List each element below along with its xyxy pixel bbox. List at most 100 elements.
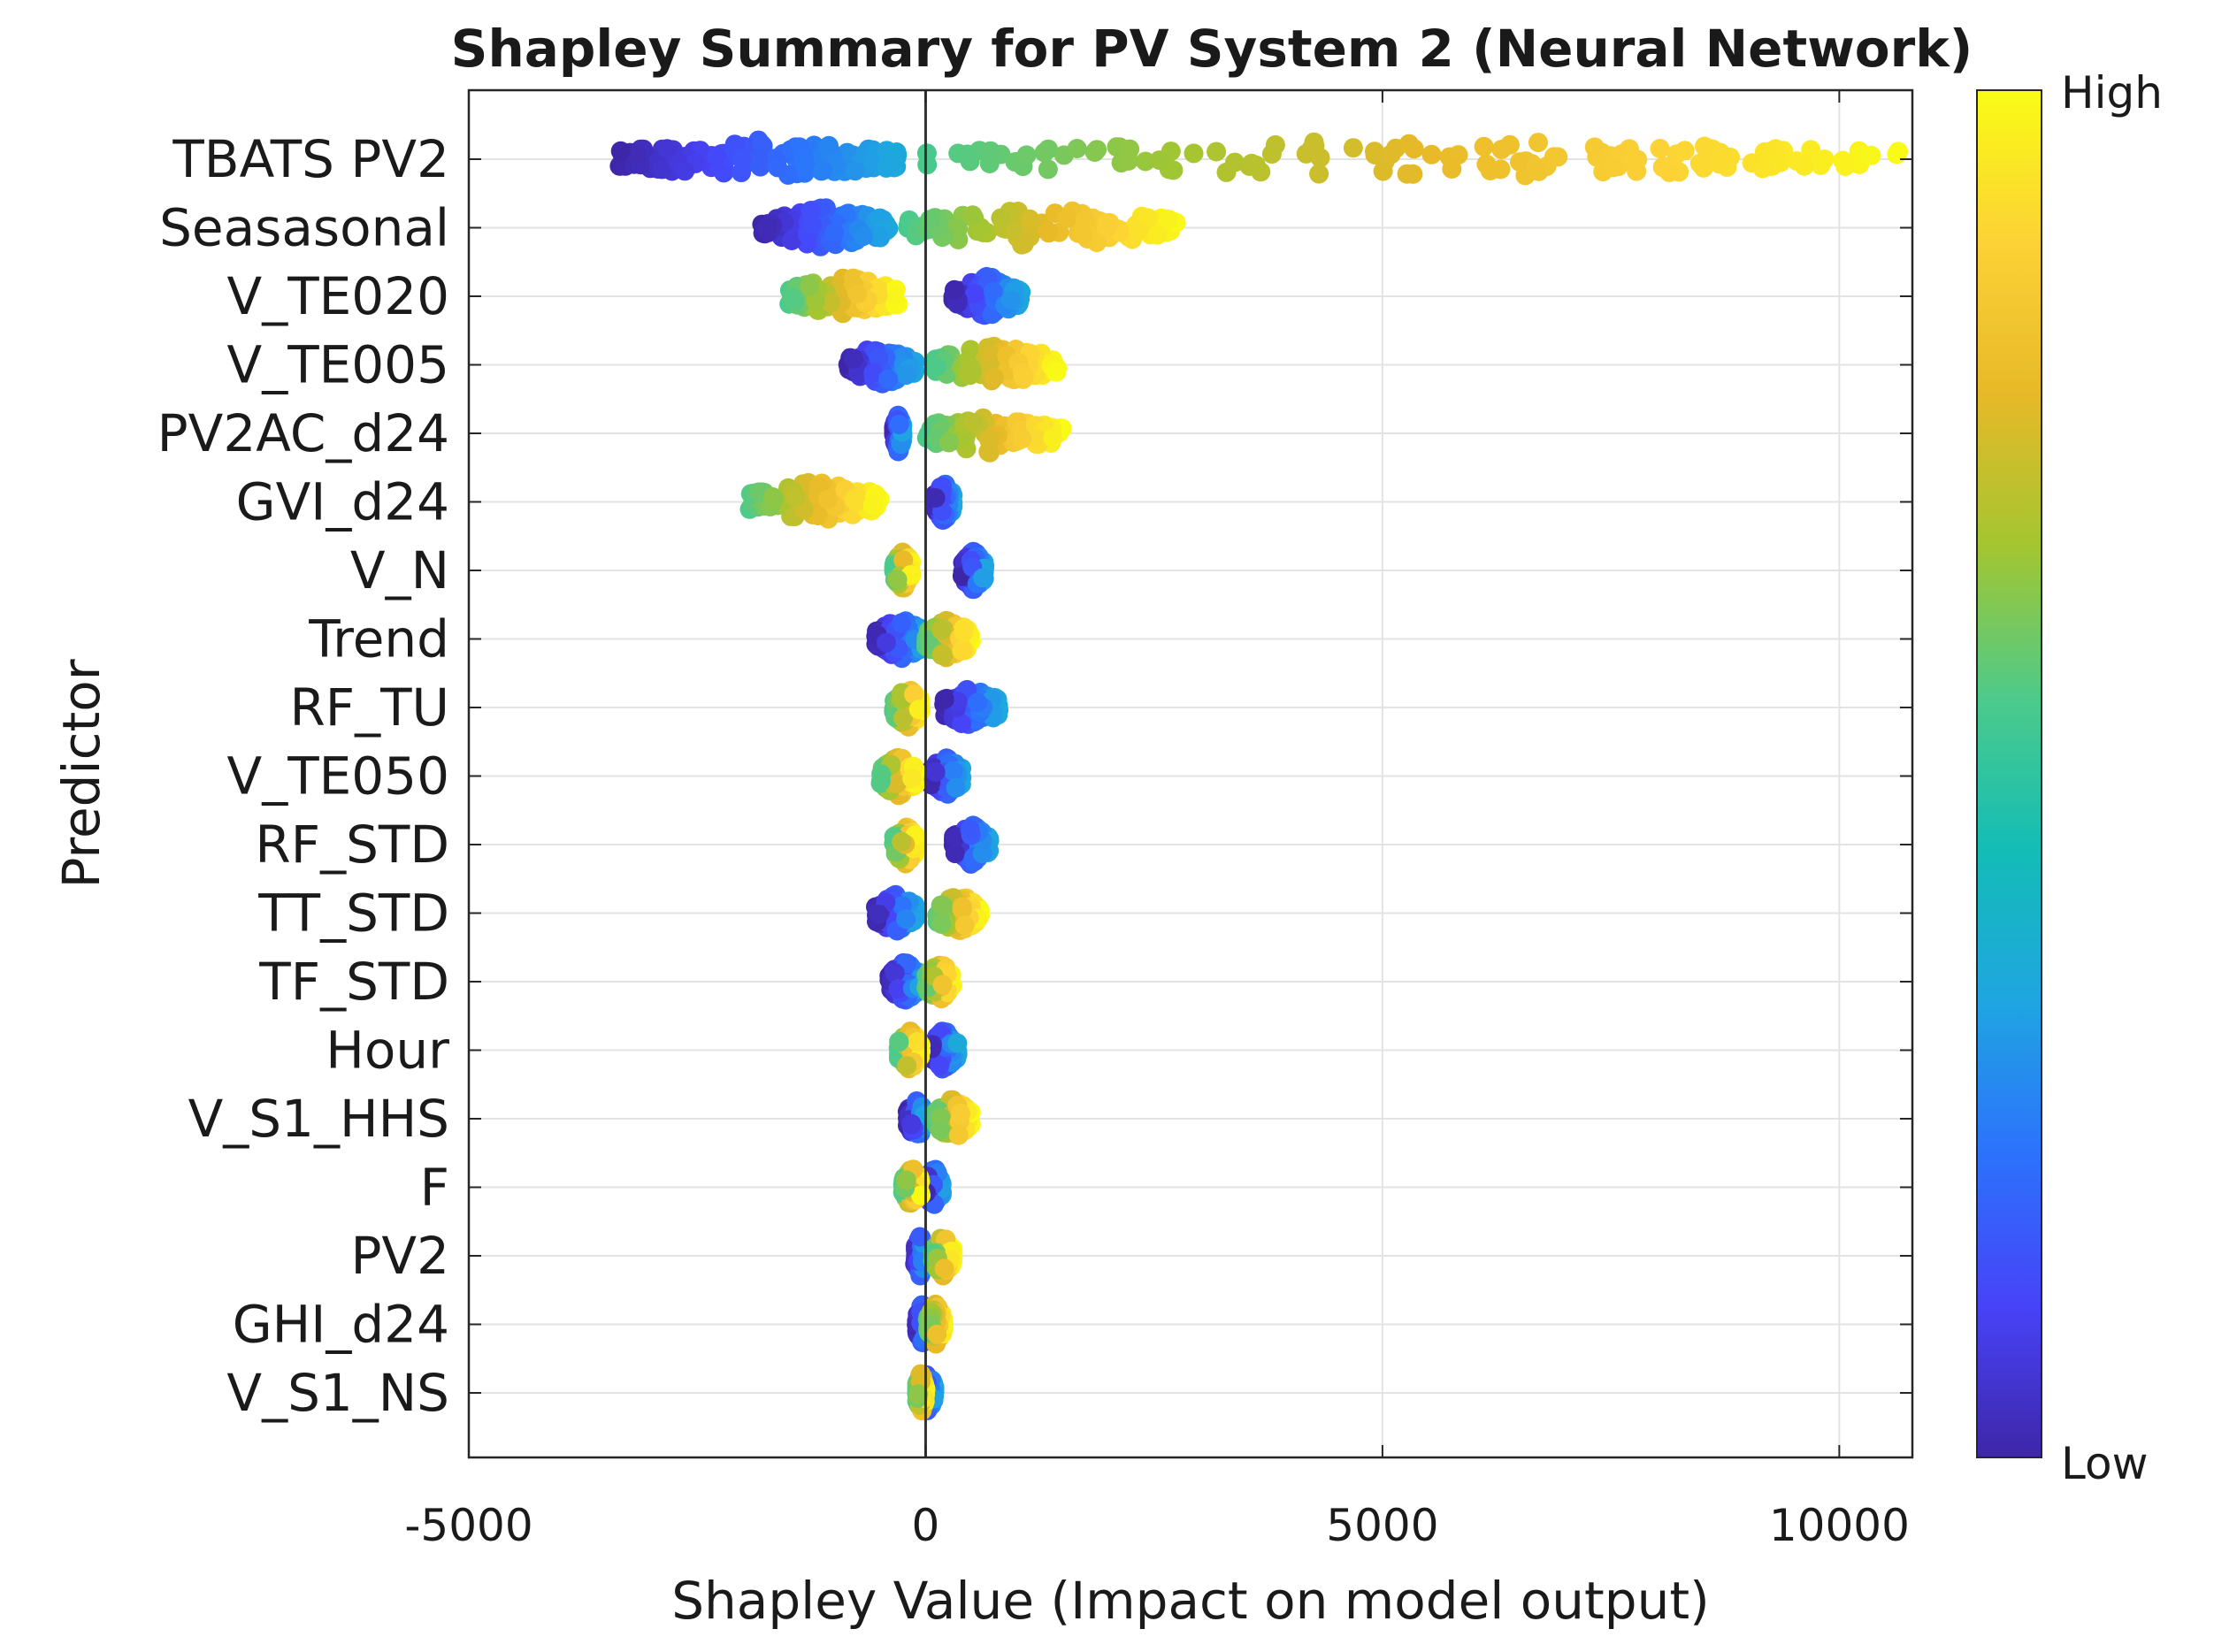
shap-point bbox=[854, 226, 874, 246]
shap-point bbox=[876, 632, 896, 653]
shap-point bbox=[758, 217, 778, 237]
y-tick-label: F bbox=[420, 1158, 449, 1218]
y-tick-label: GVI_d24 bbox=[236, 472, 449, 532]
shap-point bbox=[897, 364, 917, 385]
shap-point bbox=[947, 1033, 968, 1053]
shap-point bbox=[1499, 134, 1520, 155]
shap-point bbox=[878, 369, 899, 389]
shap-point bbox=[764, 489, 784, 509]
shap-point bbox=[1709, 154, 1729, 174]
shap-point bbox=[843, 349, 863, 369]
y-tick-label: PV2AC_d24 bbox=[157, 403, 449, 463]
shap-point bbox=[889, 415, 909, 435]
shap-point bbox=[961, 363, 981, 383]
shap-point bbox=[957, 144, 977, 164]
shap-point bbox=[1163, 160, 1184, 180]
shap-point bbox=[863, 363, 884, 383]
shap-point bbox=[1310, 148, 1330, 168]
shap-point bbox=[845, 161, 865, 181]
shap-point bbox=[1025, 428, 1046, 448]
shap-point bbox=[732, 149, 752, 169]
shap-point bbox=[973, 568, 993, 588]
shap-point bbox=[847, 284, 868, 304]
shap-point bbox=[1623, 150, 1643, 171]
shap-point bbox=[954, 915, 975, 936]
shap-point bbox=[1404, 139, 1424, 159]
shap-point bbox=[893, 550, 914, 570]
shap-point bbox=[938, 432, 959, 452]
x-tick-label: -5000 bbox=[404, 1500, 532, 1551]
y-tick-label: TBATS PV2 bbox=[172, 129, 449, 189]
shap-point bbox=[1000, 290, 1021, 310]
shap-point bbox=[965, 284, 985, 304]
shap-point bbox=[925, 762, 946, 782]
shap-point bbox=[819, 135, 839, 156]
shap-point bbox=[1136, 151, 1155, 172]
shap-point bbox=[893, 707, 914, 728]
grid-lines bbox=[468, 90, 1912, 1457]
shap-point bbox=[1584, 137, 1605, 157]
shap-point bbox=[1038, 159, 1058, 180]
shap-point bbox=[925, 488, 946, 508]
shap-point bbox=[1034, 142, 1054, 163]
shap-point bbox=[943, 761, 963, 781]
shap-point bbox=[962, 205, 983, 226]
shap-point bbox=[1207, 141, 1227, 162]
colorbar bbox=[1976, 89, 2042, 1458]
shap-point bbox=[871, 770, 891, 791]
shap-point bbox=[1652, 157, 1673, 178]
shap-point bbox=[610, 141, 631, 161]
shap-point bbox=[887, 570, 908, 590]
shap-point bbox=[1067, 139, 1087, 158]
shap-point bbox=[795, 153, 815, 173]
shap-point bbox=[1014, 367, 1034, 387]
y-tick-label: Trend bbox=[308, 609, 449, 669]
shap-point bbox=[1752, 158, 1773, 179]
shap-point bbox=[885, 963, 905, 983]
shap-point bbox=[847, 492, 867, 512]
shap-point bbox=[968, 692, 987, 713]
x-axis-label: Shapley Value (Impact on model output) bbox=[671, 1571, 1710, 1631]
shap-point bbox=[1814, 149, 1835, 169]
shap-point bbox=[946, 777, 966, 798]
shap-point bbox=[1603, 157, 1623, 178]
shap-point bbox=[748, 149, 768, 169]
shap-point bbox=[978, 441, 999, 462]
shap-point bbox=[886, 774, 907, 794]
shap-point bbox=[1261, 144, 1282, 164]
shap-point bbox=[782, 231, 802, 250]
shap-point bbox=[868, 226, 888, 247]
shap-point bbox=[963, 412, 984, 432]
shap-point bbox=[869, 348, 889, 368]
shap-point bbox=[927, 1324, 947, 1344]
shap-point bbox=[1474, 136, 1494, 157]
shap-point bbox=[980, 141, 1000, 161]
y-tick-label: RF_STD bbox=[255, 815, 449, 875]
shap-point bbox=[1442, 159, 1462, 179]
x-tick-label: 5000 bbox=[1326, 1500, 1438, 1551]
shap-point bbox=[1421, 144, 1442, 164]
y-tick-label: RF_TU bbox=[289, 677, 449, 738]
shap-point bbox=[1097, 218, 1116, 238]
shap-point bbox=[652, 159, 672, 180]
shap-point bbox=[801, 215, 822, 235]
shap-point bbox=[1158, 209, 1178, 229]
shap-point bbox=[813, 160, 833, 180]
shap-point bbox=[932, 975, 953, 995]
data-points bbox=[609, 90, 1908, 1457]
shap-point bbox=[1674, 141, 1695, 161]
y-tick-label: V_TE005 bbox=[227, 335, 449, 395]
x-tick-label: 10000 bbox=[1769, 1500, 1910, 1551]
shap-point bbox=[1038, 221, 1059, 241]
shap-point bbox=[1510, 152, 1529, 172]
shap-point bbox=[946, 827, 966, 847]
shap-point bbox=[885, 285, 905, 305]
shap-point bbox=[934, 689, 954, 709]
shap-point bbox=[917, 155, 938, 175]
shap-point bbox=[908, 700, 929, 720]
shap-point bbox=[818, 489, 838, 509]
shap-point bbox=[1833, 150, 1853, 171]
shap-point bbox=[897, 1056, 917, 1076]
shap-point bbox=[983, 281, 1003, 302]
